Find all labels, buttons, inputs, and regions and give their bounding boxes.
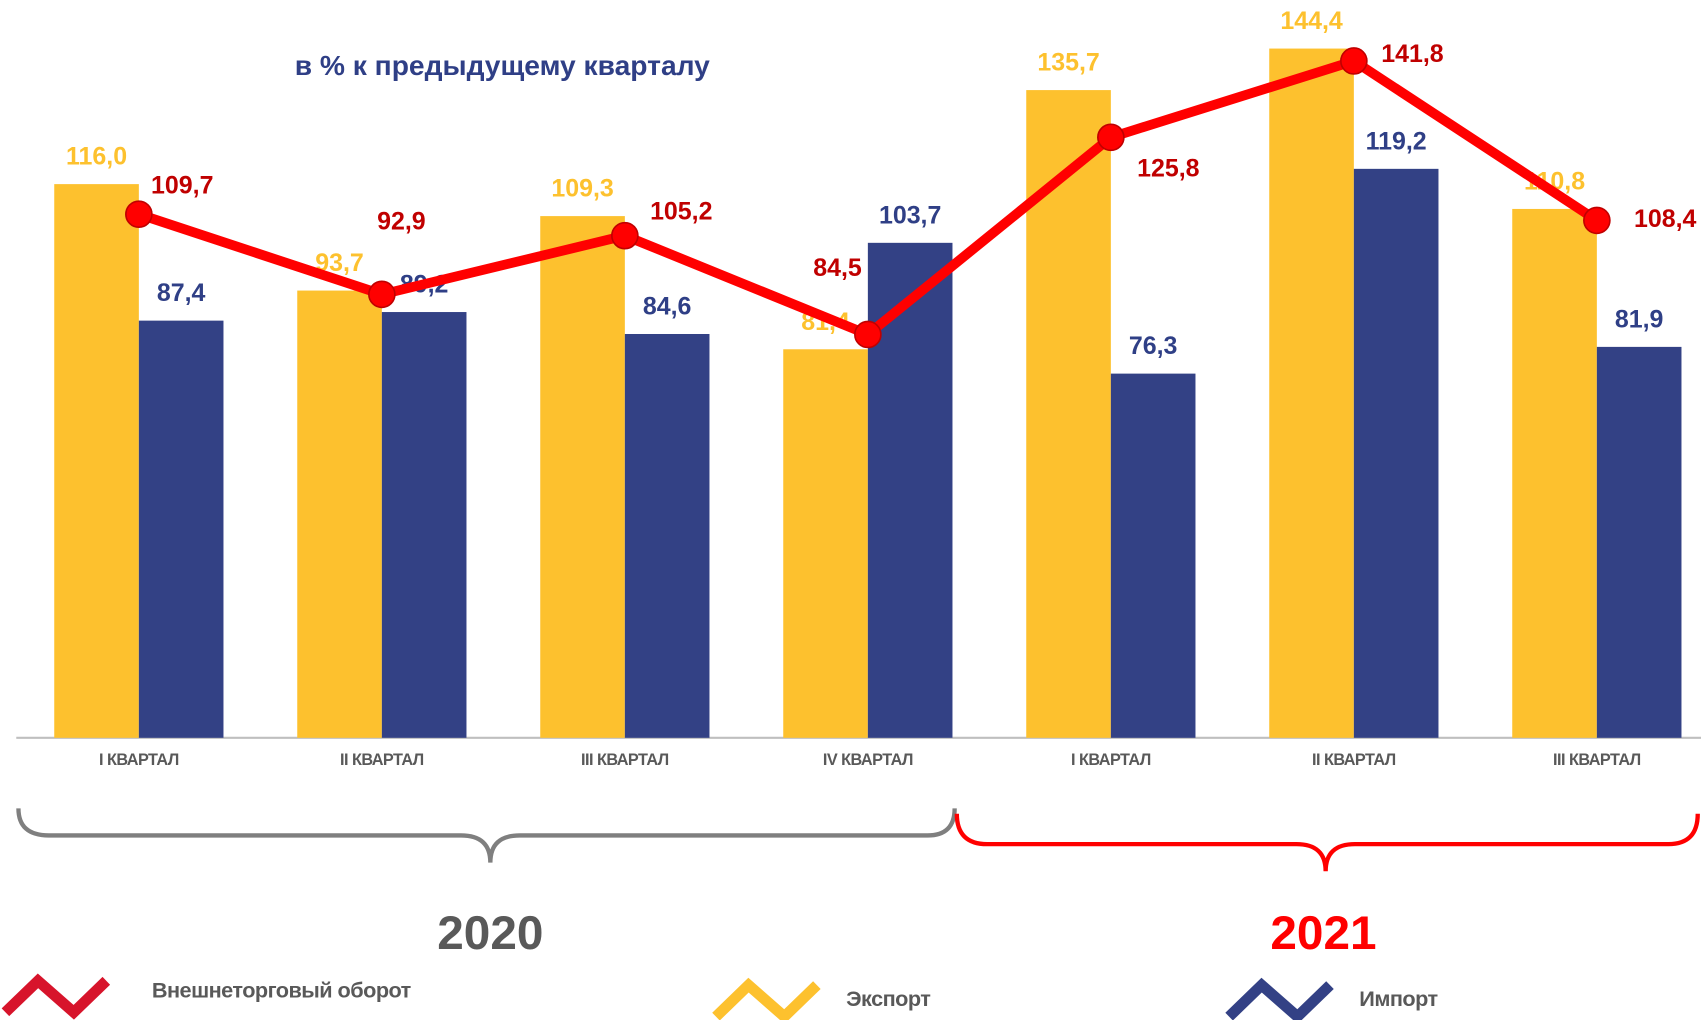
- marker: [854, 320, 882, 349]
- data-label: 141,8: [1381, 40, 1444, 68]
- legend-icon: [1, 973, 111, 1020]
- x-tick-label: II КВАРТАЛ: [1312, 751, 1396, 769]
- marker: [1097, 123, 1125, 152]
- legend-label: Импорт: [1359, 986, 1438, 1011]
- bar: [381, 312, 467, 738]
- x-tick-label: III КВАРТАЛ: [581, 751, 669, 769]
- bar: [1596, 346, 1682, 738]
- legend-icon: [1225, 977, 1334, 1020]
- data-label: 92,9: [377, 207, 426, 235]
- bar: [1110, 373, 1196, 738]
- bar: [1353, 168, 1439, 738]
- data-label: 109,7: [151, 172, 213, 200]
- data-label: 116,0: [66, 143, 127, 171]
- chart-subtitle: в % к предыдущему кварталу: [295, 49, 710, 81]
- data-label: 108,4: [1634, 205, 1697, 233]
- brace-2020: [16, 808, 957, 863]
- bar: [138, 320, 224, 738]
- x-tick-label: III КВАРТАЛ: [1553, 751, 1641, 769]
- data-label: 109,3: [551, 175, 613, 203]
- marker: [1583, 206, 1611, 235]
- legend-icon: [712, 977, 821, 1020]
- legend-label: Экспорт: [846, 986, 931, 1011]
- marker: [1340, 47, 1368, 75]
- bar: [54, 184, 139, 738]
- legend-label: Внешнеторговый оборот: [152, 977, 412, 1002]
- x-tick-label: IV КВАРТАЛ: [823, 751, 913, 769]
- x-tick-label: I КВАРТАЛ: [1071, 751, 1151, 769]
- bar: [1512, 208, 1597, 738]
- bar: [624, 333, 710, 738]
- bar: [867, 242, 953, 738]
- data-label: 119,2: [1366, 127, 1427, 155]
- data-label: 84,6: [643, 293, 692, 321]
- data-label: 144,4: [1280, 7, 1343, 35]
- brace-2021: [954, 813, 1700, 872]
- data-label: 135,7: [1037, 49, 1099, 77]
- x-tick-label: II КВАРТАЛ: [340, 751, 424, 769]
- group-label: 2020: [437, 907, 543, 960]
- bar: [783, 349, 868, 738]
- data-label: 103,7: [879, 201, 941, 229]
- bar: [1026, 90, 1111, 738]
- data-label: 76,3: [1129, 332, 1178, 360]
- x-tick-label: I КВАРТАЛ: [99, 751, 179, 769]
- group-label: 2021: [1270, 907, 1376, 960]
- data-label: 81,9: [1615, 305, 1664, 333]
- bar: [297, 290, 382, 738]
- bar: [540, 216, 625, 738]
- data-label: 84,5: [813, 254, 862, 282]
- data-label: 87,4: [157, 279, 206, 307]
- marker: [368, 280, 396, 309]
- data-label: 125,8: [1137, 154, 1200, 182]
- marker: [125, 200, 153, 229]
- marker: [611, 221, 639, 250]
- bar: [1269, 48, 1354, 738]
- data-label: 105,2: [650, 197, 712, 225]
